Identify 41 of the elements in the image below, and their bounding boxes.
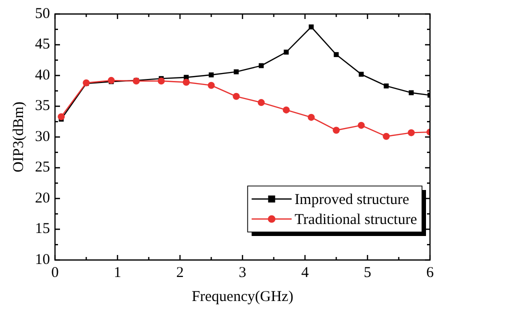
- x-tick-label: 0: [51, 264, 59, 281]
- point: [384, 83, 389, 88]
- legend-label: Improved structure: [294, 192, 410, 208]
- point: [208, 72, 214, 78]
- x-tick-label: 5: [364, 264, 372, 281]
- y-axis-title: OIP3(dBm): [10, 102, 27, 172]
- point: [258, 99, 265, 106]
- x-tick-label: 4: [301, 264, 310, 281]
- point: [332, 126, 340, 134]
- x-tick-label: 1: [114, 264, 122, 281]
- point: [232, 92, 240, 100]
- legend-label: Traditional structure: [294, 212, 418, 228]
- y-tick-label: 30: [35, 128, 50, 145]
- x-tick-label: 2: [176, 264, 184, 281]
- x-tick-label: 6: [426, 264, 434, 281]
- x-tick-label: 3: [238, 264, 246, 281]
- y-tick-label: 20: [35, 190, 50, 206]
- point: [282, 106, 290, 114]
- x-axis-title: Frequency(GHz): [192, 288, 294, 305]
- point: [308, 114, 315, 121]
- point: [358, 122, 365, 129]
- y-tick-label: 10: [35, 252, 50, 268]
- point: [308, 24, 314, 30]
- point: [234, 69, 239, 74]
- point: [108, 76, 115, 84]
- point: [382, 132, 390, 140]
- point: [408, 90, 414, 96]
- point: [182, 78, 190, 86]
- y-tick-label: 25: [35, 160, 50, 176]
- y-tick-label: 35: [35, 98, 50, 114]
- point: [258, 63, 264, 68]
- point: [208, 82, 215, 89]
- point: [284, 50, 289, 55]
- point: [408, 129, 415, 136]
- y-tick-label: 40: [35, 67, 50, 84]
- point: [58, 113, 65, 120]
- y-tick-label: 15: [35, 221, 50, 238]
- point: [334, 52, 339, 58]
- y-tick-label: 50: [35, 6, 50, 22]
- point: [158, 78, 165, 85]
- y-tick-label: 45: [35, 36, 50, 53]
